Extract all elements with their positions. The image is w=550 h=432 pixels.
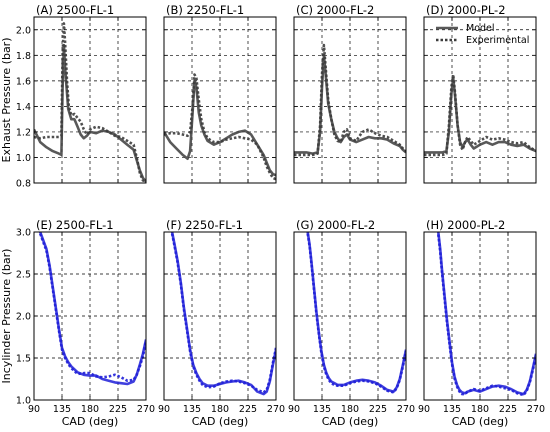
- x-tick-label: 180: [81, 404, 99, 415]
- series-line-experimental: [294, 43, 406, 157]
- x-tick-label: 90: [288, 404, 300, 415]
- panel-title: (H) 2000-PL-2: [426, 218, 505, 232]
- panel-0-2: (C) 2000-FL-2: [293, 3, 407, 184]
- y-tick-label: 1.6: [16, 76, 31, 87]
- panel-title: (E) 2500-FL-1: [36, 218, 114, 232]
- x-tick-label: 225: [369, 404, 387, 415]
- x-tick-label: 225: [109, 404, 127, 415]
- y-axis-label: Exhaust Pressure (bar): [0, 38, 13, 163]
- y-tick-label: 1.8: [16, 51, 31, 62]
- x-axis-label: CAD (deg): [192, 415, 249, 428]
- y-tick-label: 2.0: [16, 25, 31, 36]
- series-line-model: [306, 232, 406, 393]
- x-tick-label: 180: [341, 404, 359, 415]
- series-line-experimental: [38, 233, 146, 382]
- y-axis-label: Incylinder Pressure (bar): [0, 249, 13, 384]
- series-line-experimental: [170, 233, 276, 394]
- panel-title: (A) 2500-FL-1: [36, 3, 114, 17]
- x-tick-label: 135: [443, 404, 461, 415]
- x-tick-label: 135: [313, 404, 331, 415]
- y-tick-label: 1.0: [16, 153, 31, 164]
- y-tick-label: 0.8: [16, 179, 31, 190]
- series-line-model: [34, 43, 146, 183]
- x-tick-label: 135: [183, 404, 201, 415]
- x-tick-label: 90: [28, 404, 40, 415]
- y-tick-label: 2.0: [16, 312, 31, 323]
- series-line-experimental: [34, 22, 146, 183]
- y-tick-label: 1.2: [16, 127, 31, 138]
- panel-1-3: (H) 2000-PL-2 90 135 180 225 270 CAD (deg): [418, 218, 545, 428]
- x-tick-label: 270: [267, 404, 285, 415]
- legend-label-experimental: Experimental: [466, 35, 529, 46]
- x-tick-label: 270: [527, 404, 545, 415]
- panel-title: (B) 2250-FL-1: [166, 3, 244, 17]
- panel-1-1: (F) 2250-FL-1 90 135 180 225 270 CAD (deg): [158, 218, 285, 428]
- x-tick-label: 225: [239, 404, 257, 415]
- series-line-experimental: [437, 234, 536, 397]
- series-line-experimental: [306, 233, 406, 394]
- panel-1-0: (E) 2500-FL-1 1.0 1.5 2.0 2.5 3.0 90 135 180 225 2…: [16, 218, 155, 428]
- x-tick-label: 135: [53, 404, 71, 415]
- y-tick-label: 2.5: [16, 270, 31, 281]
- y-tick-label: 1.4: [16, 102, 31, 113]
- panel-1-2: (G) 2000-FL-2 90 135 180 225 270 CAD (deg): [288, 218, 415, 428]
- x-tick-label: 225: [499, 404, 517, 415]
- series-line-model: [164, 79, 276, 177]
- x-axis-label: CAD (deg): [62, 415, 119, 428]
- x-tick-label: 90: [418, 404, 430, 415]
- series-line-experimental: [164, 73, 276, 181]
- panel-title: (F) 2250-FL-1: [166, 218, 243, 232]
- y-tick-label: 1.0: [16, 396, 31, 407]
- panel-0-0: (A) 2500-FL-1 0.8 1.0 1.2 1.4 1.6 1.8 2.0: [16, 3, 147, 190]
- series-line-model: [38, 232, 146, 386]
- x-tick-label: 180: [471, 404, 489, 415]
- panel-title: (D) 2000-PL-2: [426, 3, 506, 17]
- legend-label-model: Model: [466, 23, 495, 34]
- panel-title: (C) 2000-FL-2: [296, 3, 374, 17]
- series-line-experimental: [424, 73, 536, 157]
- x-tick-label: 90: [158, 404, 170, 415]
- x-tick-label: 270: [137, 404, 155, 415]
- y-tick-label: 3.0: [16, 228, 31, 239]
- x-axis-label: CAD (deg): [452, 415, 509, 428]
- panel-title: (G) 2000-FL-2: [296, 218, 375, 232]
- y-tick-label: 1.5: [16, 354, 31, 365]
- series-line-model: [170, 232, 276, 396]
- panel-0-1: (B) 2250-FL-1: [163, 3, 277, 184]
- x-axis-label: CAD (deg): [322, 415, 379, 428]
- x-tick-label: 270: [397, 404, 415, 415]
- x-tick-label: 180: [211, 404, 229, 415]
